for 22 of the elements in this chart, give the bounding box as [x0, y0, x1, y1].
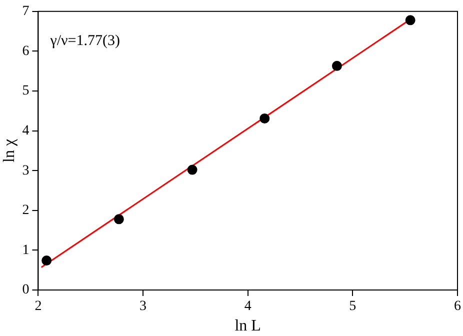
x-tick-label: 5 — [349, 299, 356, 314]
point — [332, 60, 342, 71]
point — [187, 164, 198, 175]
y-tick-label: 0 — [22, 282, 30, 298]
y-tick-label: 5 — [22, 84, 30, 99]
annotation: γ/ν=1.77(3) — [49, 32, 120, 49]
x-tick-label: 6 — [454, 299, 461, 314]
point — [260, 113, 270, 124]
point — [42, 256, 52, 266]
x-tick-label: 2 — [34, 299, 42, 314]
x-tick-label: 4 — [244, 299, 252, 314]
y-tick-label: 4 — [22, 123, 30, 138]
point — [114, 214, 124, 224]
y-tick-label: 2 — [22, 203, 30, 218]
point — [405, 15, 416, 26]
y-axis-title: ln χ — [0, 138, 18, 162]
y-tick-label: 6 — [22, 44, 30, 59]
x-axis-title: ln L — [234, 318, 261, 335]
y-tick-label: 1 — [22, 242, 30, 258]
x-tick-label: 3 — [140, 299, 147, 314]
y-tick-label: 7 — [22, 4, 30, 20]
y-tick-label: 3 — [22, 163, 30, 178]
